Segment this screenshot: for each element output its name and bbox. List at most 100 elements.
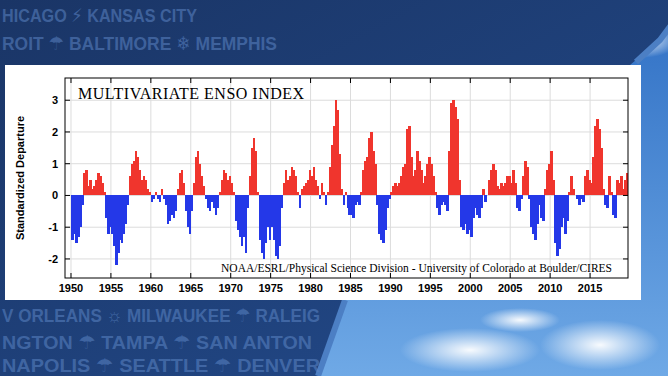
source-note: NOAA/ESRL/Physical Science Division - Un… [221, 262, 612, 275]
y-tick [623, 100, 628, 101]
index-bar [159, 195, 162, 201]
grid-line [65, 131, 628, 132]
index-bar [446, 195, 449, 211]
index-bar [526, 167, 529, 196]
index-bar [542, 195, 545, 220]
index-bar [149, 192, 152, 195]
index-bar [297, 192, 300, 195]
index-bar [247, 195, 250, 208]
y-tick-label: 2 [52, 126, 58, 138]
index-bar [153, 195, 156, 198]
x-tick-label: 1965 [179, 282, 203, 294]
canvas: HICAGO ⚡ KANSAS CITY ROIT ☂ BALTIMORE ❄ M… [0, 0, 668, 376]
y-tick [623, 227, 628, 228]
x-tick [150, 78, 151, 83]
index-bar [257, 192, 260, 195]
x-tick [150, 273, 151, 278]
grid-line [110, 78, 111, 278]
y-tick-label: 3 [52, 94, 58, 106]
x-tick-label: 1985 [338, 282, 362, 294]
y-tick [65, 131, 70, 132]
index-bar [480, 195, 483, 208]
grid-line [470, 78, 471, 278]
index-bar [358, 195, 361, 205]
index-bar [175, 195, 178, 211]
x-tick [110, 78, 111, 83]
grid-line [590, 78, 591, 278]
index-bar [484, 195, 487, 201]
index-bar [161, 189, 164, 195]
background-city-text: ROIT ☂ BALTIMORE ❄ MEMPHIS [2, 33, 277, 54]
index-bar [81, 195, 84, 205]
chevron-edge [318, 300, 345, 376]
grid-line [270, 78, 271, 278]
x-tick-label: 1955 [99, 282, 123, 294]
index-bar [374, 164, 377, 196]
y-tick [65, 100, 70, 101]
index-bar [434, 192, 437, 195]
grid-line [350, 78, 351, 278]
background-city-text: NAPOLIS ☂ SEATTLE ☂ DENVER [2, 355, 320, 376]
x-tick [350, 78, 351, 83]
index-bar [482, 189, 485, 195]
y-tick [65, 258, 70, 259]
background-city-text: NGTON ☂ TAMPA ☂ SAN ANTON [2, 332, 312, 353]
x-tick [550, 78, 551, 83]
x-tick [390, 78, 391, 83]
cloud [480, 308, 560, 332]
index-bar [572, 189, 575, 195]
index-bar [155, 192, 158, 195]
index-bar [103, 192, 106, 195]
x-tick-label: 1950 [59, 282, 83, 294]
index-bar [183, 183, 186, 196]
x-tick [510, 78, 511, 83]
y-tick [623, 195, 628, 196]
chart-title: MULTIVARIATE ENSO INDEX [78, 85, 305, 102]
x-tick-label: 2005 [498, 282, 522, 294]
grid-line [150, 78, 151, 278]
x-tick-label: 1975 [258, 282, 282, 294]
x-tick [270, 78, 271, 83]
y-tick-label: 1 [52, 158, 58, 170]
index-bar [345, 192, 348, 195]
index-bar [600, 148, 603, 196]
background-city-text: HICAGO ⚡ KANSAS CITY [2, 5, 197, 26]
index-bar [255, 151, 258, 195]
index-bar [514, 183, 517, 196]
x-tick [590, 78, 591, 83]
index-bar [299, 195, 302, 208]
y-tick-label: 0 [52, 189, 58, 201]
x-tick [430, 78, 431, 83]
index-bar [566, 195, 569, 220]
y-tick [623, 163, 628, 164]
index-bar [602, 189, 605, 195]
index-bar [606, 195, 609, 208]
plot-frame [65, 78, 628, 278]
cloud [400, 328, 540, 372]
index-bar [323, 192, 326, 195]
y-tick [65, 227, 70, 228]
chevron-edge [636, 0, 668, 62]
background-city-text: V ORLEANS ☼ MILWAUKEE ☂ RALEIG [2, 305, 320, 326]
y-tick [65, 163, 70, 164]
grid-line [65, 163, 628, 164]
x-tick [190, 78, 191, 83]
index-bar [520, 195, 523, 198]
y-tick [65, 195, 70, 196]
chart-panel [5, 65, 641, 300]
grid-line [65, 258, 628, 259]
x-tick-label: 1960 [139, 282, 163, 294]
x-tick [470, 78, 471, 83]
y-tick-label: -2 [48, 253, 58, 265]
y-axis-label: Standardized Departure [14, 116, 26, 240]
x-tick-label: 2000 [458, 282, 482, 294]
index-bar [281, 195, 284, 208]
index-bar [341, 189, 344, 195]
x-tick-label: 2015 [578, 282, 602, 294]
x-tick [110, 273, 111, 278]
index-bar [582, 195, 585, 201]
index-bar [317, 186, 320, 196]
y-tick [623, 131, 628, 132]
x-tick [310, 78, 311, 83]
y-tick-label: -1 [48, 221, 58, 233]
